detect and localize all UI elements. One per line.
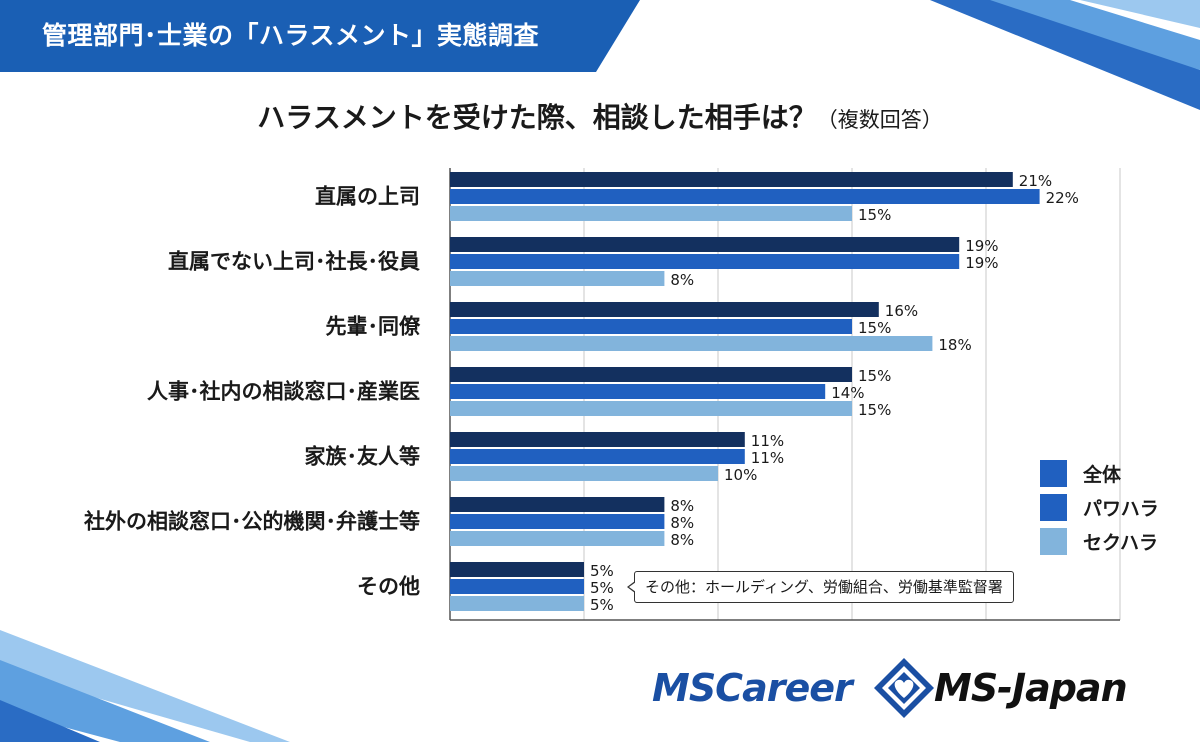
- value-label: 15%: [858, 401, 891, 419]
- bar: [450, 206, 852, 221]
- bar: [450, 271, 665, 286]
- value-label: 5%: [590, 579, 614, 597]
- category-label: 直属でない上司･社長･役員: [168, 250, 420, 274]
- bar: [450, 237, 960, 252]
- value-label: 5%: [590, 562, 614, 580]
- value-label: 21%: [1019, 172, 1052, 190]
- value-label: 8%: [670, 497, 694, 515]
- legend-label-pawahara: パワハラ: [1083, 497, 1159, 520]
- mscareer-logo: MSCareer: [652, 666, 853, 710]
- category-label: 人事･社内の相談窓口･産業医: [147, 380, 420, 404]
- value-label: 5%: [590, 596, 614, 614]
- value-label: 11%: [751, 449, 784, 467]
- value-label: 19%: [965, 237, 998, 255]
- legend: 全体 パワハラ セクハラ: [1040, 456, 1159, 558]
- value-label: 22%: [1046, 189, 1079, 207]
- value-label: 14%: [831, 384, 864, 402]
- bar: [450, 254, 960, 269]
- bar: [450, 336, 933, 351]
- bar: [450, 449, 745, 464]
- value-label: 8%: [670, 531, 694, 549]
- bar: [450, 302, 879, 317]
- bar: [450, 189, 1040, 204]
- banner-text: 管理部門･士業の「ハラスメント」実態調査: [42, 21, 540, 50]
- bar: [450, 531, 665, 546]
- bar: [450, 401, 852, 416]
- bar: [450, 319, 852, 334]
- legend-label-sekuhara: セクハラ: [1083, 531, 1159, 554]
- value-label: 8%: [670, 271, 694, 289]
- legend-item-sekuhara: セクハラ: [1040, 524, 1159, 558]
- legend-swatch-pawahara: [1040, 493, 1067, 521]
- footer-logos: MSCareer MS-Japan: [652, 656, 1172, 726]
- bar: [450, 579, 584, 594]
- legend-item-zentai: 全体: [1040, 456, 1159, 490]
- other-annotation-callout: その他：ホールディング、労働組合、労働基準監督署: [627, 571, 1014, 603]
- bar: [450, 466, 718, 481]
- value-label: 18%: [938, 336, 971, 354]
- chart-title: ハラスメントを受けた際、相談した相手は？（複数回答）: [0, 96, 1200, 136]
- legend-swatch-sekuhara: [1040, 527, 1067, 555]
- bar: [450, 514, 665, 529]
- category-label: その他: [357, 575, 420, 599]
- category-label: 先輩･同僚: [326, 315, 421, 339]
- value-label: 15%: [858, 367, 891, 385]
- chart-title-note: （複数回答）: [816, 108, 943, 132]
- value-label: 10%: [724, 466, 757, 484]
- value-label: 15%: [858, 206, 891, 224]
- category-label: 直属の上司: [315, 185, 420, 209]
- labels: 直属の上司 21%22% 15% 直属でない上司･社長･役員 19%19% 8% 先輩･同僚…: [83, 172, 1079, 614]
- bar: [450, 497, 665, 512]
- bar: [450, 432, 745, 447]
- header-banner: [0, 0, 640, 72]
- chart-title-main: ハラスメントを受けた際、相談した相手は？: [257, 101, 817, 134]
- category-label: 社外の相談窓口･公的機関･弁護士等: [83, 510, 420, 534]
- bottom-left-stripes: [0, 630, 290, 742]
- bar: [450, 562, 584, 577]
- ms-japan-logo: MS-Japan: [934, 666, 1128, 710]
- legend-label-zentai: 全体: [1083, 463, 1122, 486]
- legend-swatch-zentai: [1040, 459, 1067, 487]
- ms-japan-diamond-heart-icon: [874, 658, 934, 718]
- bar: [450, 367, 852, 382]
- top-right-stripes: [930, 0, 1200, 110]
- bars: [450, 172, 1040, 611]
- value-label: 19%: [965, 254, 998, 272]
- legend-item-pawahara: パワハラ: [1040, 490, 1159, 524]
- bar: [450, 172, 1013, 187]
- bar: [450, 384, 826, 399]
- value-label: 8%: [670, 514, 694, 532]
- category-label: 家族･友人等: [305, 445, 421, 469]
- value-label: 15%: [858, 319, 891, 337]
- bar: [450, 596, 584, 611]
- value-label: 16%: [885, 302, 918, 320]
- value-label: 11%: [751, 432, 784, 450]
